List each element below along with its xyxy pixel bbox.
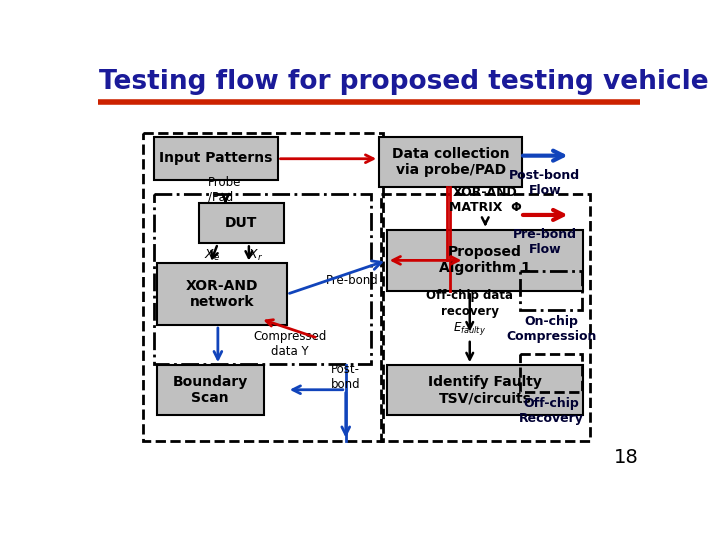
Text: On-chip
Compression: On-chip Compression bbox=[506, 315, 596, 343]
Bar bbox=[520, 354, 582, 392]
Text: Input Patterns: Input Patterns bbox=[159, 151, 272, 165]
Text: XOR-AND
MATRIX  Φ: XOR-AND MATRIX Φ bbox=[449, 186, 521, 213]
Bar bbox=[381, 194, 590, 441]
Text: Post-
bond: Post- bond bbox=[331, 363, 361, 390]
Text: 18: 18 bbox=[614, 448, 639, 467]
Bar bbox=[143, 132, 383, 441]
Text: $X_e$: $X_e$ bbox=[204, 247, 220, 262]
Bar bbox=[153, 137, 277, 179]
Bar bbox=[157, 365, 264, 415]
Text: $E_{faulty}$: $E_{faulty}$ bbox=[453, 320, 486, 338]
Text: Proposed
Algorithm 1: Proposed Algorithm 1 bbox=[439, 245, 531, 275]
Bar bbox=[157, 264, 287, 325]
Text: Probe
/Pad: Probe /Pad bbox=[208, 176, 241, 204]
Bar bbox=[199, 204, 284, 244]
Text: Identify Faulty
TSV/circuits: Identify Faulty TSV/circuits bbox=[428, 375, 541, 405]
Text: Pre-bond
Flow: Pre-bond Flow bbox=[513, 228, 577, 256]
Bar bbox=[379, 137, 523, 187]
Text: $X_r$: $X_r$ bbox=[248, 247, 263, 262]
Text: Pre-bond: Pre-bond bbox=[325, 274, 378, 287]
Text: DUT: DUT bbox=[225, 217, 257, 231]
Text: Data collection
via probe/PAD: Data collection via probe/PAD bbox=[392, 147, 510, 177]
Text: Off-chip
Recovery: Off-chip Recovery bbox=[518, 397, 584, 426]
Bar bbox=[153, 194, 371, 363]
Text: Post-bond
Flow: Post-bond Flow bbox=[509, 168, 580, 197]
Text: Compressed
data Y: Compressed data Y bbox=[253, 329, 327, 357]
Bar bbox=[520, 271, 582, 309]
Text: Off-chip data
recovery: Off-chip data recovery bbox=[426, 289, 513, 318]
Text: Testing flow for proposed testing vehicle: Testing flow for proposed testing vehicl… bbox=[99, 69, 709, 94]
Bar bbox=[387, 230, 583, 291]
Bar bbox=[387, 365, 583, 415]
Text: XOR-AND
network: XOR-AND network bbox=[186, 279, 258, 309]
Text: Boundary
Scan: Boundary Scan bbox=[173, 375, 248, 405]
